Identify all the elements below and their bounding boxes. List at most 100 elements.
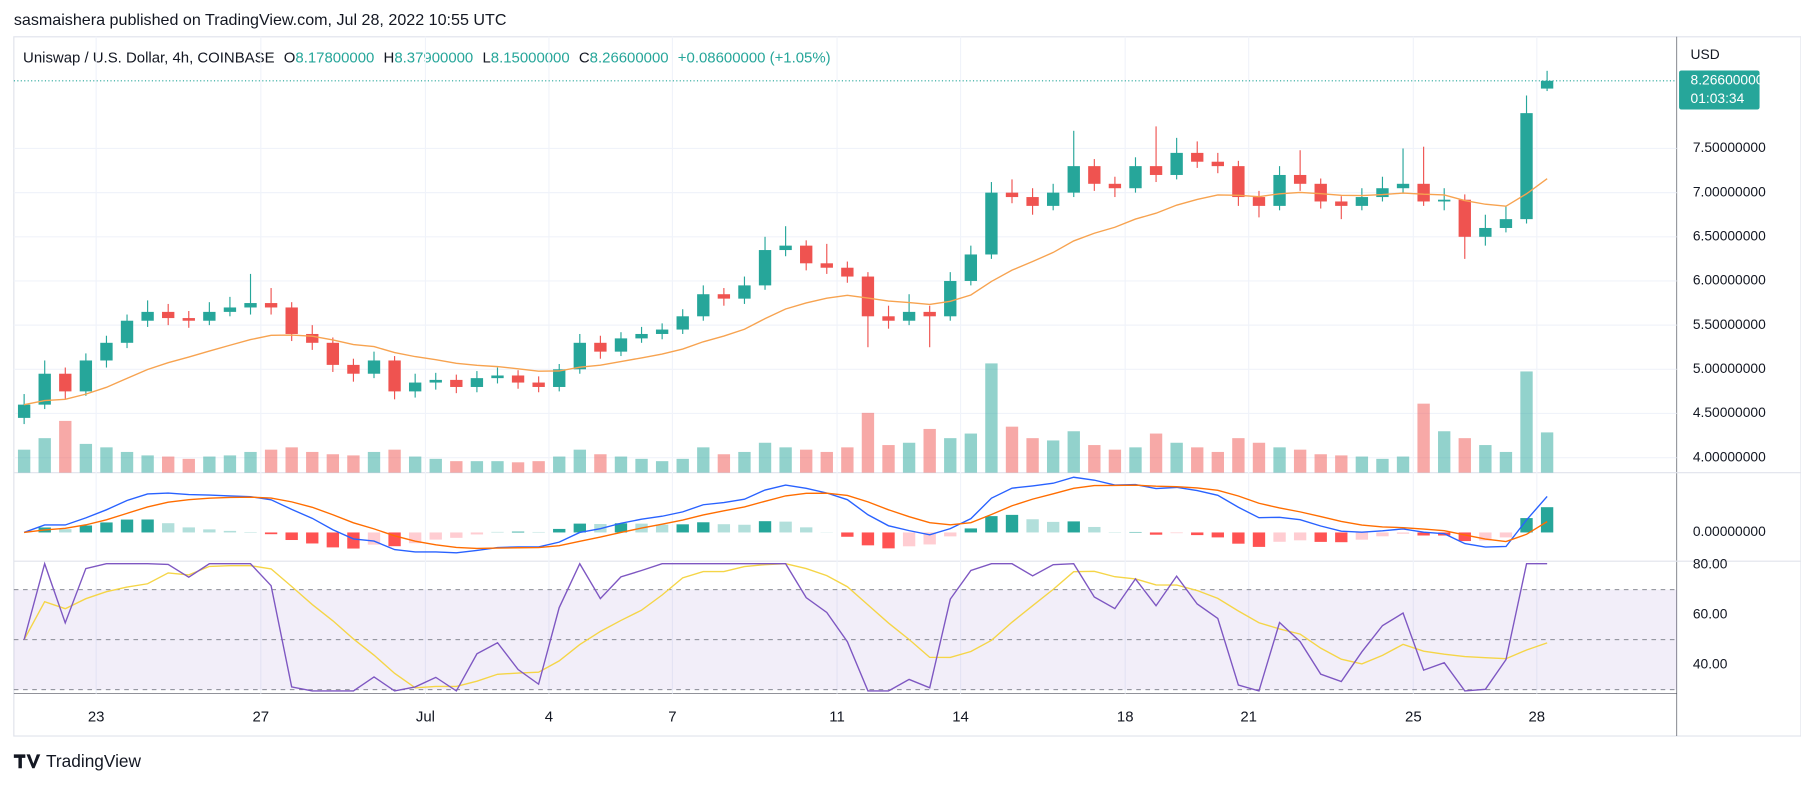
x-tick-label: 25 [1405,709,1422,726]
legend-value: 8.15000000 [491,50,570,67]
volume-bar [573,449,586,473]
volume-bar [1088,445,1101,473]
header: sasmaishera published on TradingView.com… [14,11,507,29]
macd-histogram [347,532,360,549]
volume-bar [697,447,710,473]
volume-bar [1273,447,1286,473]
candle-body [676,316,689,330]
candle-body [1273,174,1286,206]
candle-body [738,285,751,299]
candle-body [902,311,916,321]
candle-body [1540,80,1554,89]
candle-body [491,375,504,379]
candle-body [985,192,998,255]
candle-body [1458,199,1471,237]
volume-bar [1355,456,1369,473]
candle-body [964,254,978,281]
candle-body [182,318,195,321]
candle-body [120,320,134,343]
volume-bar [594,454,607,473]
macd-histogram [1520,518,1533,533]
macd-histogram [1252,532,1266,547]
macd-histogram [59,529,72,533]
candle-body [573,342,586,370]
volume-bar [59,420,72,473]
volume-bar [1335,455,1348,473]
volume-bar [902,442,916,473]
candle-body [1067,166,1080,193]
volume-bar [17,449,31,473]
macd-histogram [429,532,442,540]
volume-bar [964,433,978,473]
macd-histogram [738,524,751,533]
volume-bar [882,445,895,473]
x-tick-label: 4 [545,709,553,726]
candle-body [800,245,813,264]
volume-bar [1520,371,1533,473]
volume-bar [367,451,381,473]
x-tick-label: 11 [829,709,845,726]
candle-body [1088,166,1101,184]
candle-body [1520,113,1533,220]
currency: USD [1691,47,1720,62]
macd-histogram [79,525,93,533]
candle-body [326,342,340,365]
volume-bar [264,449,278,473]
last-price-box [1679,70,1760,110]
macd-histogram [655,524,669,533]
macd-histogram [573,523,586,533]
macd-histogram [285,532,298,541]
x-tick-label: 23 [88,709,105,726]
volume-bar [1540,432,1554,473]
macd-histogram [1005,514,1019,533]
candle-body [882,316,895,321]
macd-histogram [553,528,566,533]
candle-body [470,378,484,387]
macd-histogram [964,528,978,533]
rsi-tick-label: 40.00 [1693,656,1728,671]
macd-histogram [1417,532,1430,536]
macd-histogram [1499,532,1513,538]
macd-histogram [1355,532,1369,540]
volume-bar [429,458,442,473]
macd-histogram [1540,507,1554,533]
macd-histogram [697,522,710,533]
candle-body [141,311,154,321]
candle-body [1376,188,1389,198]
candle-body [758,250,772,286]
macd-histogram [902,532,916,547]
volume-bar [450,461,463,473]
macd-histogram [841,532,854,537]
volume-bar [800,449,813,473]
volume-bar [285,447,298,473]
volume-bar [511,462,525,473]
macd-histogram [985,516,998,533]
volume-bar [614,456,628,473]
volume-bar [1191,447,1204,473]
volume-bar [491,461,504,473]
candle-body [1211,161,1224,167]
macd-histogram [1335,532,1348,543]
macd-histogram [511,531,525,533]
candle-body [779,245,792,251]
macd-histogram [450,532,463,538]
macd-histogram [264,532,278,535]
y-tick-label: 5.00000000 [1693,361,1766,376]
macd-histogram [223,530,237,533]
macd-histogram [326,532,340,548]
volume-bar [738,451,751,473]
volume-bar [923,428,936,473]
volume-bar [779,447,792,473]
macd-histogram [1479,532,1492,541]
candle-body [408,382,422,392]
volume-bar [470,461,484,473]
volume-bar [1211,451,1224,473]
legend-key: H [384,50,395,67]
macd-histogram [944,532,957,537]
legend-value: 8.37900000 [394,50,473,67]
candle-body [1252,197,1266,206]
macd-tick-label: 0.00000000 [1693,524,1766,539]
macd-line [23,476,1548,554]
x-tick-label: 7 [668,709,676,726]
volume-bar [1417,403,1430,473]
